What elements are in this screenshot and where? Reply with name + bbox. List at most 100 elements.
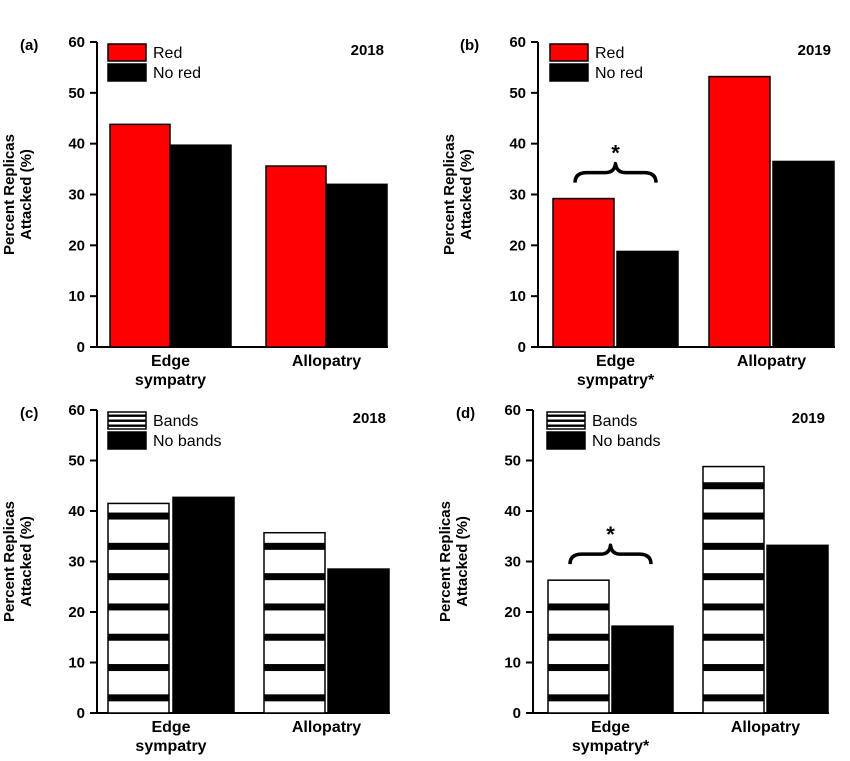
x-category-label-line: sympatry* bbox=[572, 738, 650, 755]
bar bbox=[265, 165, 327, 348]
legend-swatch bbox=[546, 431, 586, 450]
x-category-label: Allopatry bbox=[292, 353, 361, 370]
year-label: 2019 bbox=[792, 410, 825, 427]
y-tick-label: 40 bbox=[509, 136, 526, 153]
bar-band bbox=[264, 573, 325, 581]
x-category-label: Edge sympatry bbox=[135, 353, 206, 389]
legend-swatch bbox=[549, 43, 589, 62]
significance-asterisk: * bbox=[606, 522, 615, 547]
legend-swatch-band bbox=[108, 419, 146, 422]
x-category-label: Edge sympatry* bbox=[572, 719, 650, 755]
x-category-label-line: Edge bbox=[591, 719, 630, 736]
y-axis-label: Percent ReplicasAttacked (%) bbox=[441, 134, 475, 255]
legend-swatch-band bbox=[108, 424, 146, 427]
y-tick-label: 20 bbox=[504, 604, 521, 621]
x-category-label: Allopatry bbox=[731, 719, 800, 736]
y-axis-label-line: Percent Replicas bbox=[1, 501, 18, 622]
bar-band bbox=[548, 603, 609, 611]
legend-swatch-band bbox=[108, 414, 146, 417]
bar bbox=[766, 544, 829, 714]
y-tick-label: 20 bbox=[68, 604, 85, 621]
bar bbox=[547, 579, 610, 714]
x-category-label-line: sympatry bbox=[135, 372, 206, 389]
y-tick-label: 30 bbox=[68, 187, 85, 204]
y-tick-label: 30 bbox=[509, 187, 526, 204]
legend-item: No bands bbox=[107, 431, 222, 450]
y-tick-label: 60 bbox=[68, 402, 85, 419]
legend-swatch bbox=[107, 43, 147, 62]
legend-item: Red bbox=[549, 43, 624, 62]
legend-item: Red bbox=[107, 43, 182, 62]
panel-letter: (c) bbox=[20, 405, 38, 422]
bar-band bbox=[703, 573, 764, 581]
x-category-label-line: sympatry* bbox=[577, 372, 655, 389]
bar bbox=[107, 502, 170, 714]
y-tick-label: 40 bbox=[504, 503, 521, 520]
legend-label: No bands bbox=[153, 433, 222, 450]
y-axis-label-line: Attacked (%) bbox=[458, 149, 475, 240]
y-tick-label: 50 bbox=[68, 453, 85, 470]
bar bbox=[326, 183, 388, 348]
chart-panel-a: 0 10 20 30 40 50 60 Percent ReplicasAttacked (%… bbox=[1, 34, 388, 389]
bar bbox=[552, 197, 615, 348]
legend-label: Red bbox=[595, 45, 624, 62]
bar-band bbox=[703, 694, 764, 702]
y-tick-label: 10 bbox=[68, 655, 85, 672]
y-axis-label-line: Attacked (%) bbox=[18, 149, 35, 240]
bar-band bbox=[108, 664, 169, 672]
bar-band bbox=[703, 512, 764, 520]
y-tick-label: 20 bbox=[68, 237, 85, 254]
panel-letter: (a) bbox=[20, 37, 38, 54]
bar-band bbox=[264, 603, 325, 611]
y-axis-label: Percent ReplicasAttacked (%) bbox=[437, 501, 471, 622]
bar-band bbox=[548, 633, 609, 641]
bar bbox=[327, 568, 390, 714]
y-tick-label: 60 bbox=[509, 34, 526, 51]
bar bbox=[772, 160, 835, 348]
y-tick-label: 20 bbox=[509, 237, 526, 254]
significance-asterisk: * bbox=[611, 141, 620, 166]
legend-item: Bands bbox=[107, 411, 198, 430]
x-category-label-line: Allopatry bbox=[292, 353, 361, 370]
bar-band bbox=[108, 603, 169, 611]
year-label: 2018 bbox=[353, 410, 386, 427]
legend-label: Bands bbox=[153, 413, 198, 430]
y-tick-label: 0 bbox=[518, 339, 526, 356]
y-tick-label: 50 bbox=[509, 85, 526, 102]
bar-band bbox=[548, 694, 609, 702]
y-tick-label: 40 bbox=[68, 503, 85, 520]
x-category-label: Edge sympatry* bbox=[577, 353, 655, 389]
bar bbox=[263, 531, 326, 714]
legend-swatch-band bbox=[547, 419, 585, 422]
legend-item: No red bbox=[549, 63, 643, 82]
bar bbox=[616, 250, 679, 348]
y-axis-label-line: Percent Replicas bbox=[437, 501, 454, 622]
y-tick-label: 0 bbox=[513, 705, 521, 722]
legend-swatch bbox=[107, 63, 147, 82]
bar-fill bbox=[702, 465, 765, 714]
legend-label: No red bbox=[153, 65, 201, 82]
legend-item: Bands bbox=[546, 411, 637, 430]
x-category-label-line: Edge bbox=[151, 719, 190, 736]
legend-label: Red bbox=[153, 45, 182, 62]
y-axis-label-line: Percent Replicas bbox=[1, 134, 18, 255]
y-tick-label: 50 bbox=[68, 85, 85, 102]
chart-panel-b: 0 10 20 30 40 50 60 Percent ReplicasAttacked (%… bbox=[441, 34, 835, 389]
bar-band bbox=[264, 542, 325, 550]
y-tick-label: 10 bbox=[504, 655, 521, 672]
x-category-label: Edge sympatry bbox=[135, 719, 206, 755]
bar bbox=[170, 144, 232, 348]
bar-band bbox=[703, 664, 764, 672]
x-category-label-line: Allopatry bbox=[737, 353, 806, 370]
bar-fill bbox=[263, 531, 326, 714]
bar-band bbox=[264, 664, 325, 672]
x-category-label: Allopatry bbox=[737, 353, 806, 370]
y-tick-label: 60 bbox=[504, 402, 521, 419]
legend-label: Bands bbox=[592, 413, 637, 430]
legend-swatch bbox=[549, 63, 589, 82]
y-tick-label: 30 bbox=[68, 554, 85, 571]
bar-band bbox=[108, 573, 169, 581]
chart-panel-d: 0 10 20 30 40 50 60 Percent ReplicasAttacked (%… bbox=[437, 402, 829, 755]
bar-band bbox=[264, 633, 325, 641]
